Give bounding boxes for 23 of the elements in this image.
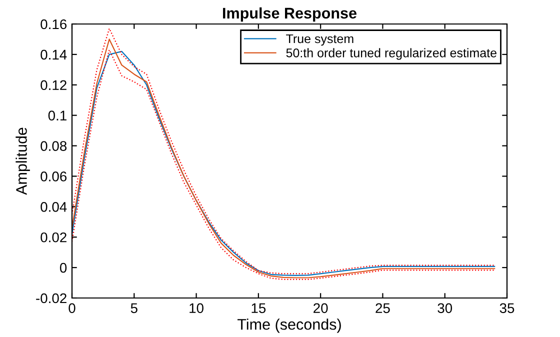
- x-tick-label: 30: [438, 303, 452, 314]
- y-axis-title: Amplitude: [16, 128, 30, 195]
- y-tick-label: -0.02: [36, 293, 66, 304]
- y-tick-label: 0.08: [40, 141, 67, 151]
- x-tick-label: 10: [190, 303, 204, 314]
- y-tick-label: 0.1: [48, 110, 66, 121]
- x-tick-label: 5: [130, 303, 138, 314]
- legend-label: 50:th order tuned regularized estimate: [286, 48, 496, 60]
- y-tick-label: 0.16: [40, 19, 67, 30]
- x-tick-label: 15: [252, 303, 266, 314]
- x-tick-label: 25: [376, 303, 390, 314]
- y-tick-label: 0: [60, 262, 67, 273]
- y-tick-label: 0.04: [40, 202, 67, 212]
- x-tick-label: 0: [68, 303, 76, 314]
- y-tick-label: 0.14: [40, 50, 67, 60]
- legend-label: True system: [286, 34, 354, 46]
- x-tick-label: 20: [314, 303, 328, 314]
- x-axis-title: Time (seconds): [237, 318, 341, 333]
- y-tick-label: 0.06: [40, 172, 67, 182]
- y-tick-label: 0.02: [40, 232, 66, 242]
- x-tick-label: 35: [500, 303, 514, 314]
- chart-title: Impulse Response: [223, 7, 356, 22]
- y-tick-label: 0.12: [40, 80, 66, 90]
